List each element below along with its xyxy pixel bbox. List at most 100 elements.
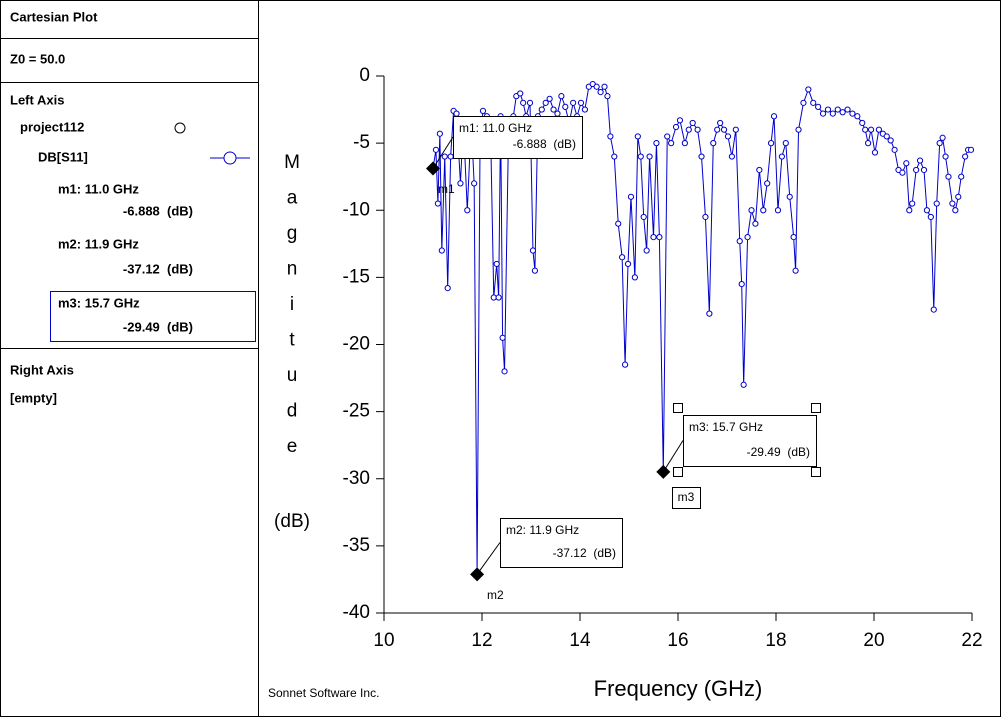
trace-point <box>927 213 934 221</box>
selection-handle <box>673 467 683 477</box>
trace-point <box>949 200 956 207</box>
trace-point <box>593 83 600 90</box>
marker <box>426 161 440 176</box>
y-tick-label: -10 <box>343 199 370 220</box>
trace-point <box>597 89 604 96</box>
trace-point <box>436 130 443 137</box>
trace-point <box>471 180 478 187</box>
marker-value: -29.49 (dB) <box>747 445 810 459</box>
trace-point <box>581 106 589 113</box>
trace-point <box>862 126 869 133</box>
marker-box <box>500 518 623 568</box>
trace-point <box>438 247 445 254</box>
y-tick-label: -5 <box>353 132 370 153</box>
project[interactable]: project112 <box>20 119 84 134</box>
trace-point <box>748 207 755 214</box>
trace-point <box>752 220 759 227</box>
trace-point <box>962 153 969 160</box>
y-axis-label-letter: i <box>290 294 294 315</box>
trace-point <box>936 140 943 147</box>
marker-label: m3: 15.7 GHz <box>689 420 763 434</box>
panel-marker[interactable]: m2: 11.9 GHz <box>58 236 139 251</box>
trace-point <box>550 106 557 113</box>
trace-point <box>570 99 577 106</box>
trace-point <box>681 140 688 147</box>
trace-point <box>883 133 890 140</box>
trace-point <box>457 180 464 187</box>
trace-point <box>444 285 451 292</box>
trace-point <box>643 247 650 254</box>
trace-point <box>624 260 632 268</box>
trace-point <box>627 193 635 200</box>
trace-point <box>601 83 608 90</box>
trace-point <box>646 153 653 160</box>
footer: Sonnet Software Inc. <box>268 686 379 700</box>
trace-point <box>604 93 611 100</box>
x-axis-label: Frequency (GHz) <box>594 676 763 701</box>
marker-value: -37.12 (dB) <box>553 546 616 560</box>
trace-point <box>844 106 851 113</box>
x-tick-label: 22 <box>961 630 982 651</box>
trace-point <box>650 234 657 241</box>
trace-point <box>615 220 622 227</box>
trace-point <box>887 137 894 144</box>
marker-tag: m3 <box>678 490 695 504</box>
y-axis-label-letter: g <box>287 223 298 244</box>
trace-point <box>562 103 569 110</box>
trace-point <box>958 173 965 180</box>
trace-point <box>710 140 717 147</box>
right-axis: Right Axis <box>10 362 74 377</box>
trace-point <box>849 110 856 117</box>
trace-point <box>717 119 724 127</box>
marker-leader <box>662 440 684 473</box>
panel-marker[interactable]: m3: 15.7 GHz <box>58 295 140 310</box>
y-tick-label: -25 <box>343 401 370 422</box>
panel-marker-value: -37.12 (dB) <box>123 261 193 276</box>
trace-point <box>637 153 644 160</box>
trace-point <box>736 238 743 245</box>
trace-point <box>577 99 585 106</box>
trace-point <box>815 103 822 110</box>
trace-point <box>724 133 732 140</box>
trace-point <box>479 107 487 115</box>
trace-point <box>867 126 875 133</box>
trace-point <box>770 113 778 120</box>
trace-point <box>955 193 962 200</box>
trace-point <box>728 153 736 160</box>
trace-point <box>621 361 629 368</box>
panel-marker-value: -6.888 (dB) <box>123 203 193 218</box>
trace-point <box>464 207 471 214</box>
panel-title: Cartesian Plot <box>10 9 98 24</box>
trace-point <box>558 93 565 100</box>
trace-point <box>913 166 920 174</box>
trace-point <box>764 180 771 187</box>
y-tick-label: -40 <box>343 602 370 623</box>
trace-point <box>906 207 913 214</box>
trace-point <box>738 280 745 288</box>
trace-point <box>744 234 751 241</box>
trace-point <box>653 140 660 147</box>
trace-point <box>672 123 680 131</box>
trace-point <box>619 254 626 261</box>
selection-handle <box>811 467 821 477</box>
trace-point <box>493 260 500 268</box>
trace-point <box>607 133 614 140</box>
trace-point <box>740 381 747 388</box>
marker <box>656 464 671 479</box>
marker-label: m2: 11.9 GHz <box>506 523 579 537</box>
x-tick-label: 10 <box>373 630 394 651</box>
y-axis-label-letter: d <box>287 401 298 422</box>
y-axis-label-letter: u <box>287 365 298 386</box>
legend-symbol <box>223 151 237 165</box>
marker-tag-box <box>672 487 701 509</box>
trace-name[interactable]: DB[S11] <box>38 149 88 164</box>
marker-box <box>683 415 817 467</box>
panel-marker[interactable]: m1: 11.0 GHz <box>58 181 139 196</box>
trace-point <box>611 153 618 160</box>
x-tick-label: 18 <box>765 630 786 651</box>
trace-point <box>923 207 931 214</box>
trace-point <box>916 157 924 164</box>
trace-point <box>891 146 898 153</box>
